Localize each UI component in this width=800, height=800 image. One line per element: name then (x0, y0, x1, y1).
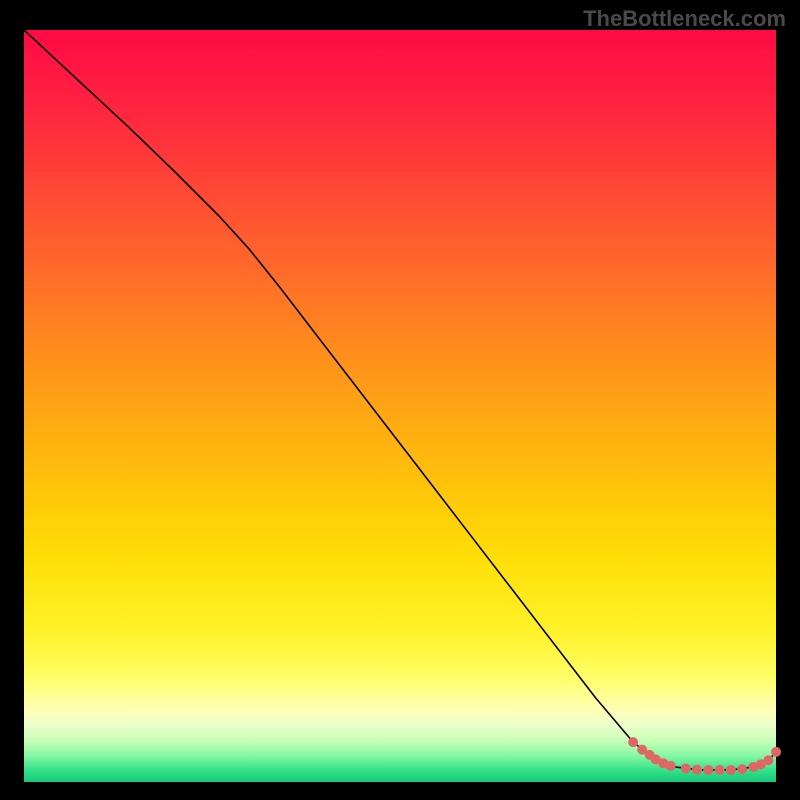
bottleneck-curve (24, 30, 776, 770)
figure: TheBottleneck.com (0, 0, 800, 800)
watermark-text: TheBottleneck.com (583, 6, 786, 32)
data-marker (763, 755, 773, 765)
data-marker (628, 737, 638, 747)
data-marker (703, 765, 713, 775)
data-marker (715, 765, 725, 775)
plot-area (24, 30, 776, 782)
data-marker (692, 765, 702, 775)
chart-overlay (24, 30, 776, 782)
data-marker (737, 764, 747, 774)
data-marker (681, 763, 691, 773)
data-markers (628, 737, 781, 775)
data-marker (771, 747, 781, 757)
data-marker (666, 761, 676, 771)
data-marker (726, 765, 736, 775)
